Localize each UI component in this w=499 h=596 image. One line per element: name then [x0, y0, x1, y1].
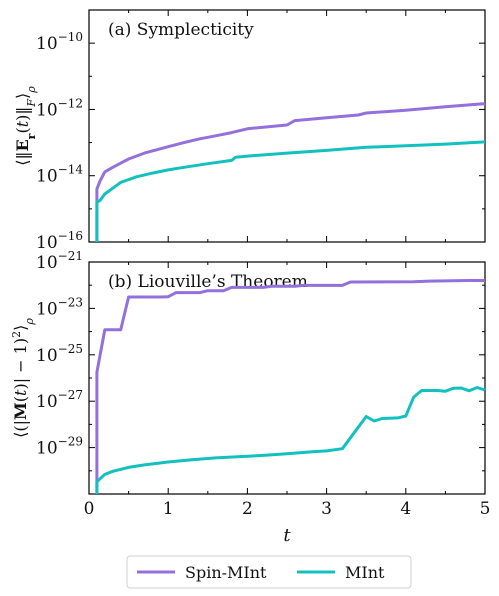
- panel-a-y-label: ⟨‖Er(t)‖F⟩ρ: [13, 86, 38, 166]
- y-tick-label: 10−16: [36, 229, 83, 253]
- panel-a-series: [95, 102, 486, 242]
- series-line-mint: [95, 386, 486, 494]
- series-line-spin-mint: [95, 102, 486, 242]
- y-tick-label: 10−10: [36, 30, 83, 54]
- y-tick-label: 10−14: [36, 163, 83, 187]
- y-tick-label: 10−27: [36, 388, 83, 412]
- panel-a-y-ticks: 10−10 10−12 10−14 10−16: [36, 9, 485, 253]
- panel-b-x-ticks: 0 1 2 3 4 5: [84, 262, 491, 519]
- x-tick-label: 1: [163, 499, 174, 519]
- y-tick-label: 10−23: [36, 295, 83, 319]
- panel-b-title: (b) Liouville’s Theorem: [108, 272, 308, 292]
- panel-b-y-ticks: 10−21 10−23 10−25 10−27 10−29: [36, 249, 485, 495]
- panel-a-x-ticks: [88, 10, 486, 242]
- y-tick-label: 10−29: [36, 435, 83, 459]
- x-tick-label: 5: [480, 499, 491, 519]
- panel-b-y-label: ⟨(|M(t)| − 1)2⟩ρ: [10, 318, 36, 438]
- legend: Spin-MInt MInt: [126, 555, 412, 589]
- legend-box: [126, 555, 412, 589]
- y-tick-label: 10−12: [36, 96, 83, 120]
- x-tick-label: 2: [242, 499, 253, 519]
- series-line-spin-mint: [95, 279, 485, 494]
- x-tick-label: 3: [321, 499, 332, 519]
- series-line-mint: [95, 140, 486, 242]
- panel-b-series: [95, 279, 486, 494]
- y-tick-label: 10−21: [36, 249, 83, 273]
- x-axis-label: t: [283, 525, 291, 546]
- panel-a: (a) Symplecticity 10−10 10−12 10−14 10−16 ⟨…: [13, 9, 486, 253]
- x-tick-label: 0: [84, 499, 95, 519]
- legend-label-mint: MInt: [345, 563, 385, 582]
- legend-label-spin-mint: Spin-MInt: [185, 563, 267, 582]
- y-tick-label: 10−25: [36, 342, 83, 366]
- panel-a-title: (a) Symplecticity: [108, 20, 254, 40]
- x-tick-label: 4: [400, 499, 411, 519]
